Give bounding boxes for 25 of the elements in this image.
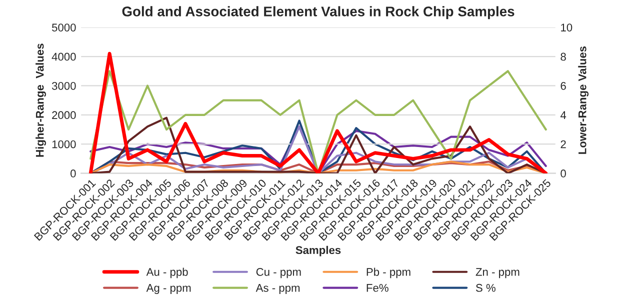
y2-tick-label: 4 bbox=[560, 111, 566, 119]
legend-label: As - ppm bbox=[256, 284, 300, 294]
y2-tick-label: 2 bbox=[560, 140, 566, 148]
legend-label: Cu - ppm bbox=[256, 268, 301, 278]
y-tick-label: 1000 bbox=[52, 140, 76, 148]
legend-label: Pb - ppm bbox=[366, 268, 410, 278]
legend-label: Fe% bbox=[366, 284, 388, 292]
y2-tick-label: 6 bbox=[560, 82, 566, 90]
y-tick-label: 4000 bbox=[52, 52, 76, 61]
chart-title: Gold and Associated Element Values in Rock Chip Samples bbox=[122, 6, 514, 20]
y2-tick-label: 8 bbox=[560, 52, 566, 61]
legend-label: S % bbox=[476, 284, 496, 292]
line-series bbox=[88, 52, 548, 174]
legend-label: Ag - ppm bbox=[146, 284, 191, 294]
y2-tick-label: 0 bbox=[560, 170, 566, 178]
legend-label: Zn - ppm bbox=[476, 268, 520, 278]
y2-axis-title: Lower-Range Values bbox=[578, 46, 589, 154]
y-axis-title: Higher-Range Values bbox=[36, 44, 46, 157]
y-tick-label: 3000 bbox=[52, 82, 76, 90]
y-tick-label: 0 bbox=[70, 170, 76, 178]
y2-tick-label: 10 bbox=[561, 24, 572, 32]
y-tick-label: 5000 bbox=[52, 24, 76, 32]
y-tick-label: 2000 bbox=[52, 111, 76, 120]
legend-label: Au - ppb bbox=[146, 268, 188, 278]
x-axis-title: Samples bbox=[296, 246, 341, 256]
